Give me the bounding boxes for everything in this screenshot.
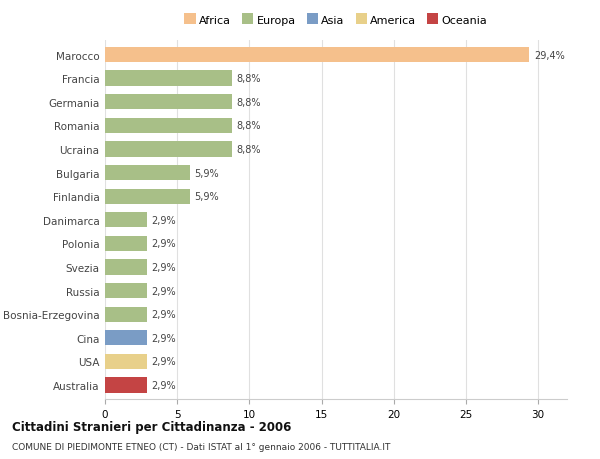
Text: 2,9%: 2,9% <box>151 380 176 390</box>
Bar <box>105 260 147 275</box>
Bar <box>105 378 147 393</box>
Bar <box>105 330 147 346</box>
Legend: Africa, Europa, Asia, America, Oceania: Africa, Europa, Asia, America, Oceania <box>182 14 490 28</box>
Bar <box>105 118 232 134</box>
Text: 2,9%: 2,9% <box>151 286 176 296</box>
Bar <box>105 142 232 157</box>
Text: 8,8%: 8,8% <box>236 98 261 107</box>
Bar <box>105 95 232 110</box>
Text: Cittadini Stranieri per Cittadinanza - 2006: Cittadini Stranieri per Cittadinanza - 2… <box>12 420 292 433</box>
Text: 29,4%: 29,4% <box>534 50 565 61</box>
Text: 8,8%: 8,8% <box>236 145 261 155</box>
Bar <box>105 189 190 204</box>
Bar <box>105 307 147 322</box>
Text: 8,8%: 8,8% <box>236 121 261 131</box>
Bar <box>105 48 529 63</box>
Bar <box>105 283 147 299</box>
Text: 8,8%: 8,8% <box>236 74 261 84</box>
Text: 5,9%: 5,9% <box>194 192 219 202</box>
Bar <box>105 236 147 252</box>
Text: COMUNE DI PIEDIMONTE ETNEO (CT) - Dati ISTAT al 1° gennaio 2006 - TUTTITALIA.IT: COMUNE DI PIEDIMONTE ETNEO (CT) - Dati I… <box>12 442 391 451</box>
Text: 2,9%: 2,9% <box>151 215 176 225</box>
Text: 2,9%: 2,9% <box>151 357 176 367</box>
Bar <box>105 166 190 181</box>
Text: 2,9%: 2,9% <box>151 239 176 249</box>
Text: 2,9%: 2,9% <box>151 309 176 319</box>
Text: 2,9%: 2,9% <box>151 263 176 273</box>
Bar <box>105 71 232 87</box>
Text: 5,9%: 5,9% <box>194 168 219 178</box>
Bar <box>105 213 147 228</box>
Text: 2,9%: 2,9% <box>151 333 176 343</box>
Bar <box>105 354 147 369</box>
